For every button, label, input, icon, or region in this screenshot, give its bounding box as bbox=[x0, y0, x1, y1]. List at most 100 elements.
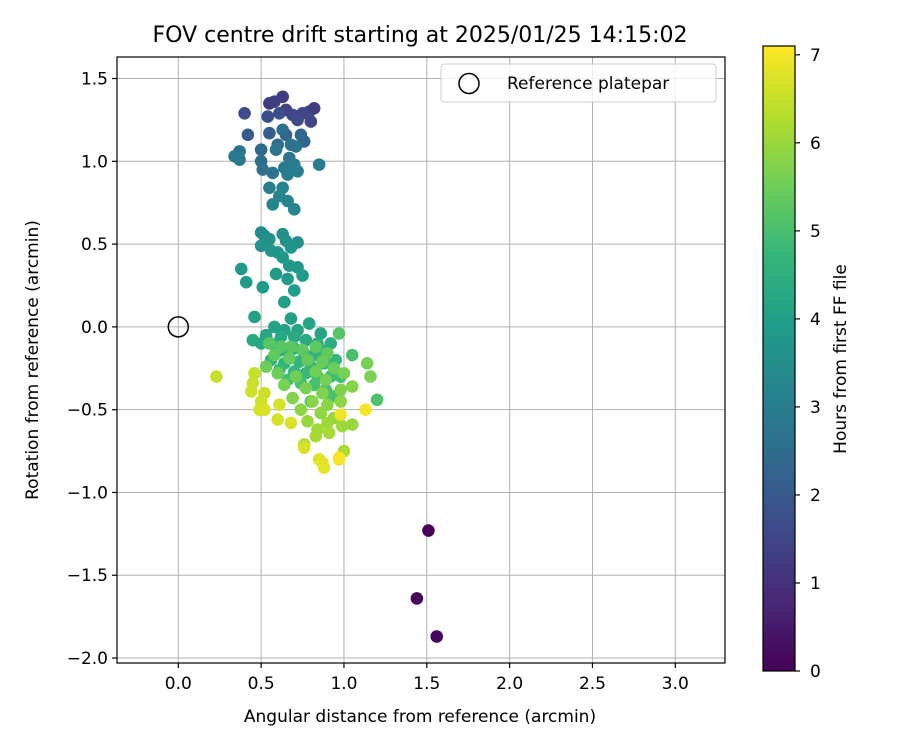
data-point bbox=[301, 353, 314, 367]
y-tick-label: −2.0 bbox=[67, 649, 108, 669]
y-tick-label: −1.0 bbox=[67, 483, 108, 503]
data-point bbox=[332, 451, 346, 464]
data-point bbox=[261, 110, 275, 123]
data-point bbox=[360, 357, 374, 370]
y-axis-ticks: −2.0 −1.5 −1.0 −0.5 0.0 0.5 1.0 1.5 bbox=[67, 70, 117, 669]
data-point bbox=[248, 366, 261, 380]
data-point bbox=[287, 203, 301, 216]
data-point bbox=[337, 366, 351, 380]
data-point bbox=[274, 330, 288, 344]
x-axis-ticks: 0.0 0.5 1.0 1.5 2.0 2.5 3.0 bbox=[165, 663, 689, 694]
data-point bbox=[296, 343, 309, 357]
data-point bbox=[345, 418, 359, 431]
data-point bbox=[273, 398, 286, 412]
data-point bbox=[294, 403, 308, 416]
colorbar-ticks: 0 1 2 3 4 5 6 7 bbox=[795, 46, 821, 682]
colorbar-tick-label: 6 bbox=[810, 134, 821, 154]
y-tick-label: 1.0 bbox=[81, 152, 108, 172]
data-point bbox=[309, 340, 323, 354]
data-point bbox=[314, 327, 328, 340]
colorbar-label: Hours from first FF file bbox=[831, 264, 851, 454]
reference-marker bbox=[167, 316, 190, 338]
data-point bbox=[254, 239, 268, 253]
data-point bbox=[266, 198, 280, 211]
data-point bbox=[316, 386, 329, 400]
data-point bbox=[289, 140, 303, 153]
data-point bbox=[271, 366, 284, 380]
x-axis-label: Angular distance from reference (arcmin) bbox=[244, 707, 596, 727]
colorbar-tick-label: 5 bbox=[810, 222, 821, 242]
x-tick-label: 0.0 bbox=[165, 674, 192, 694]
data-point bbox=[286, 391, 299, 405]
data-point bbox=[345, 380, 359, 393]
y-tick-label: 0.5 bbox=[81, 235, 108, 255]
data-point bbox=[322, 426, 336, 440]
data-point bbox=[291, 113, 304, 127]
data-point bbox=[284, 340, 298, 354]
colorbar-tick-label: 2 bbox=[810, 486, 821, 506]
data-point bbox=[269, 267, 283, 281]
data-point bbox=[233, 153, 246, 166]
x-tick-label: 1.5 bbox=[413, 674, 440, 694]
y-tick-label: −0.5 bbox=[67, 401, 108, 421]
data-point bbox=[317, 461, 331, 474]
data-point bbox=[324, 337, 338, 350]
x-tick-label: 2.0 bbox=[496, 674, 523, 694]
data-point bbox=[297, 441, 311, 455]
legend: Reference platepar bbox=[440, 63, 717, 103]
data-point bbox=[307, 102, 321, 115]
data-point bbox=[301, 414, 314, 428]
colorbar-tick-label: 0 bbox=[810, 662, 821, 682]
data-point bbox=[254, 143, 268, 157]
data-point bbox=[281, 272, 294, 286]
data-point bbox=[364, 370, 377, 383]
x-tick-label: 1.0 bbox=[330, 674, 357, 694]
data-point bbox=[263, 337, 276, 350]
data-point bbox=[239, 275, 253, 289]
data-point bbox=[299, 366, 313, 380]
data-point bbox=[268, 320, 281, 334]
data-point bbox=[289, 370, 303, 383]
colorbar-tick-label: 3 bbox=[810, 398, 821, 418]
data-point bbox=[370, 393, 384, 407]
data-point bbox=[334, 408, 347, 421]
data-point bbox=[291, 164, 304, 178]
data-point bbox=[327, 361, 341, 375]
data-point bbox=[299, 381, 313, 395]
legend-box bbox=[440, 63, 717, 103]
colorbar-tick-label: 1 bbox=[810, 574, 821, 594]
data-point bbox=[234, 262, 248, 276]
data-point bbox=[287, 284, 301, 297]
legend-label-reference-platepar: Reference platepar bbox=[507, 74, 669, 94]
data-point bbox=[263, 126, 276, 140]
data-point bbox=[284, 416, 298, 430]
data-point bbox=[287, 330, 301, 344]
y-tick-label: −1.5 bbox=[67, 566, 108, 586]
data-point bbox=[314, 406, 328, 420]
data-point bbox=[241, 128, 255, 142]
colorbar-tick-label: 7 bbox=[810, 46, 821, 66]
data-point bbox=[210, 370, 223, 383]
chart-title: FOV centre drift starting at 2025/01/25 … bbox=[153, 23, 688, 48]
x-tick-label: 2.5 bbox=[579, 674, 606, 694]
data-point bbox=[302, 317, 316, 330]
data-point bbox=[359, 403, 372, 416]
data-point bbox=[281, 168, 294, 181]
scatter-points bbox=[210, 90, 444, 643]
data-point bbox=[244, 385, 258, 398]
legend-marker-open-circle bbox=[458, 72, 480, 95]
data-point bbox=[304, 115, 318, 128]
data-point bbox=[268, 95, 281, 109]
data-point bbox=[336, 419, 349, 433]
x-tick-label: 0.5 bbox=[248, 674, 275, 694]
data-point bbox=[422, 524, 435, 537]
data-point bbox=[282, 352, 296, 365]
grid-lines bbox=[117, 57, 725, 663]
data-point bbox=[269, 143, 283, 157]
data-point bbox=[248, 310, 261, 324]
plot-frame bbox=[116, 56, 726, 664]
data-point bbox=[430, 630, 444, 643]
data-point bbox=[321, 416, 334, 430]
data-point bbox=[271, 413, 284, 426]
data-point bbox=[332, 327, 346, 340]
